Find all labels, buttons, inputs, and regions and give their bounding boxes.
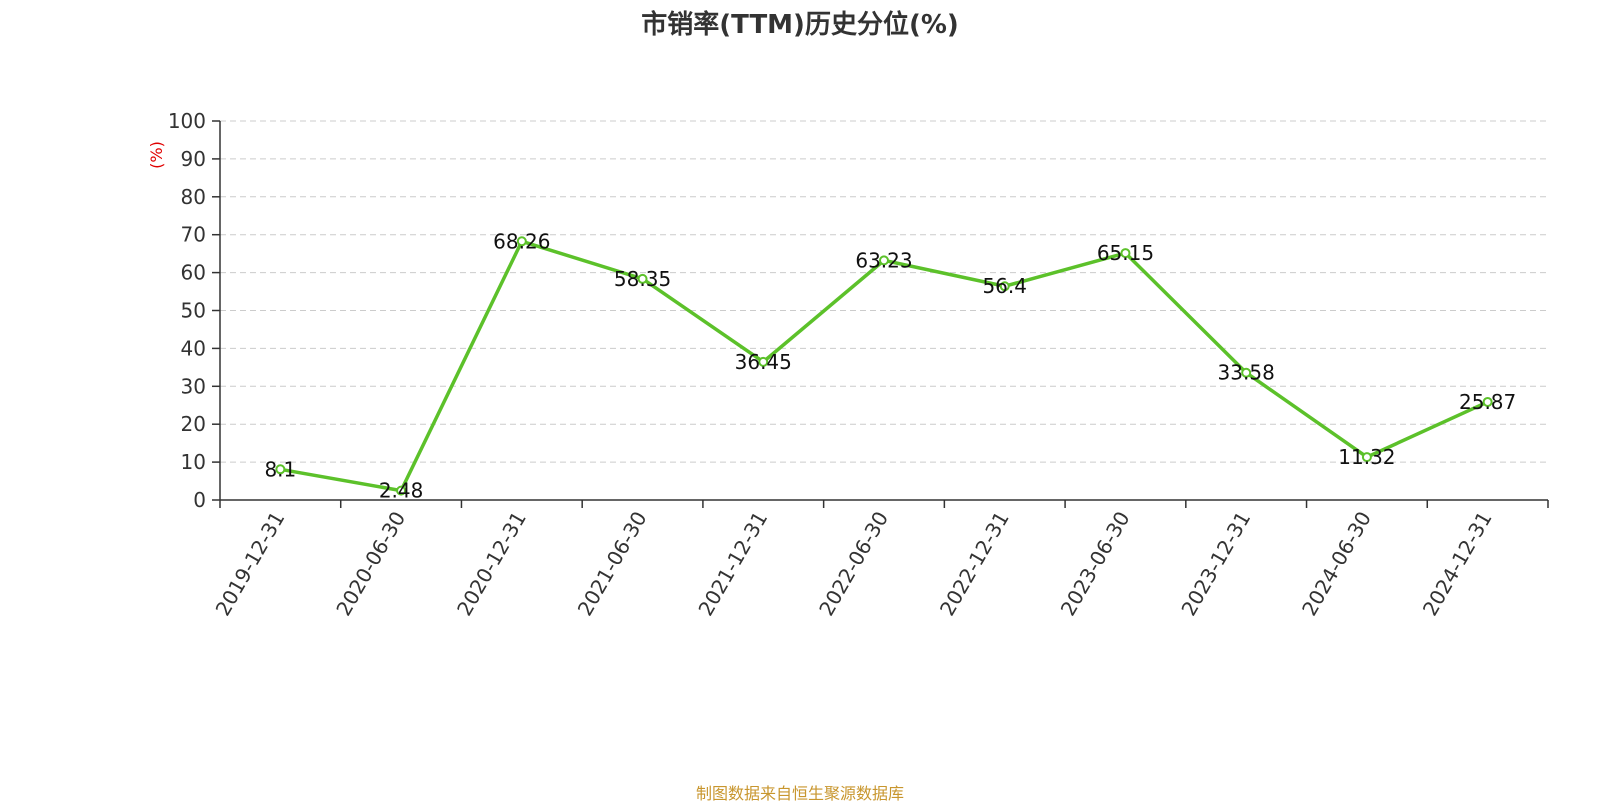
data-label: 63.23 (855, 248, 912, 272)
x-tick-label: 2023-06-30 (1056, 507, 1135, 620)
data-point (999, 281, 1010, 292)
data-label: 8.1 (264, 457, 296, 481)
y-axis-label: (%) (147, 141, 166, 169)
x-tick-labels: 2019-12-31 2020-06-30 2020-12-31 2021-06-30… (211, 507, 1497, 620)
data-point (516, 236, 527, 247)
x-tick-label: 2024-12-31 (1418, 507, 1497, 620)
data-label: 33.58 (1218, 361, 1275, 385)
data-label: 65.15 (1097, 241, 1154, 265)
x-tick-label: 2020-06-30 (331, 507, 410, 620)
data-point (879, 255, 889, 266)
x-tick-label: 2022-06-30 (814, 507, 893, 620)
data-point (275, 464, 286, 475)
data-label: 58.35 (614, 267, 671, 291)
y-tick-label: 90 (181, 147, 206, 171)
x-tick-label: 2019-12-31 (211, 507, 290, 620)
data-point (396, 485, 407, 496)
data-label: 2.48 (379, 479, 424, 503)
x-tick-label: 2023-12-31 (1176, 507, 1255, 620)
data-label: 25.87 (1459, 390, 1516, 414)
y-tick-label: 10 (181, 450, 206, 474)
chart-title: 市销率(TTM)历史分位(%) (641, 10, 959, 40)
x-tick-label: 2024-06-30 (1297, 507, 1376, 620)
y-tick-label: 30 (181, 374, 206, 398)
source-note: 制图数据来自恒生聚源数据库 (695, 784, 904, 803)
data-point (758, 356, 769, 367)
data-label: 11.32 (1338, 445, 1395, 469)
x-tick-label: 2022-12-31 (935, 507, 1014, 620)
data-point (637, 273, 648, 284)
data-label: 36.45 (735, 350, 792, 374)
grid-lines (220, 120, 1548, 463)
y-tick-label: 70 (181, 223, 206, 247)
data-point (1241, 367, 1252, 378)
y-tick-label: 60 (181, 261, 206, 285)
y-tick-labels: 0 10 20 30 40 50 60 70 80 90 100 (168, 109, 206, 512)
y-tick-label: 100 (168, 109, 206, 133)
data-point (1120, 248, 1131, 259)
x-tick-label: 2021-12-31 (693, 507, 772, 620)
x-tick-label: 2020-12-31 (452, 507, 531, 620)
data-point (1361, 452, 1372, 463)
x-tick-label: 2021-06-30 (573, 507, 652, 620)
y-tick-label: 80 (181, 185, 206, 209)
y-tick-label: 50 (181, 299, 206, 323)
data-label: 68.26 (493, 229, 550, 253)
data-point (1482, 396, 1493, 407)
axes (212, 120, 1549, 508)
y-tick-label: 40 (181, 336, 206, 360)
series-line (280, 239, 1489, 493)
series (275, 236, 1493, 496)
data-label: 56.4 (982, 274, 1027, 298)
data-labels: 8.1 2.48 68.26 58.35 36.45 63.23 56.4 65.15 33.5… (264, 229, 1516, 502)
y-tick-label: 0 (193, 488, 206, 512)
y-tick-label: 20 (181, 412, 206, 436)
